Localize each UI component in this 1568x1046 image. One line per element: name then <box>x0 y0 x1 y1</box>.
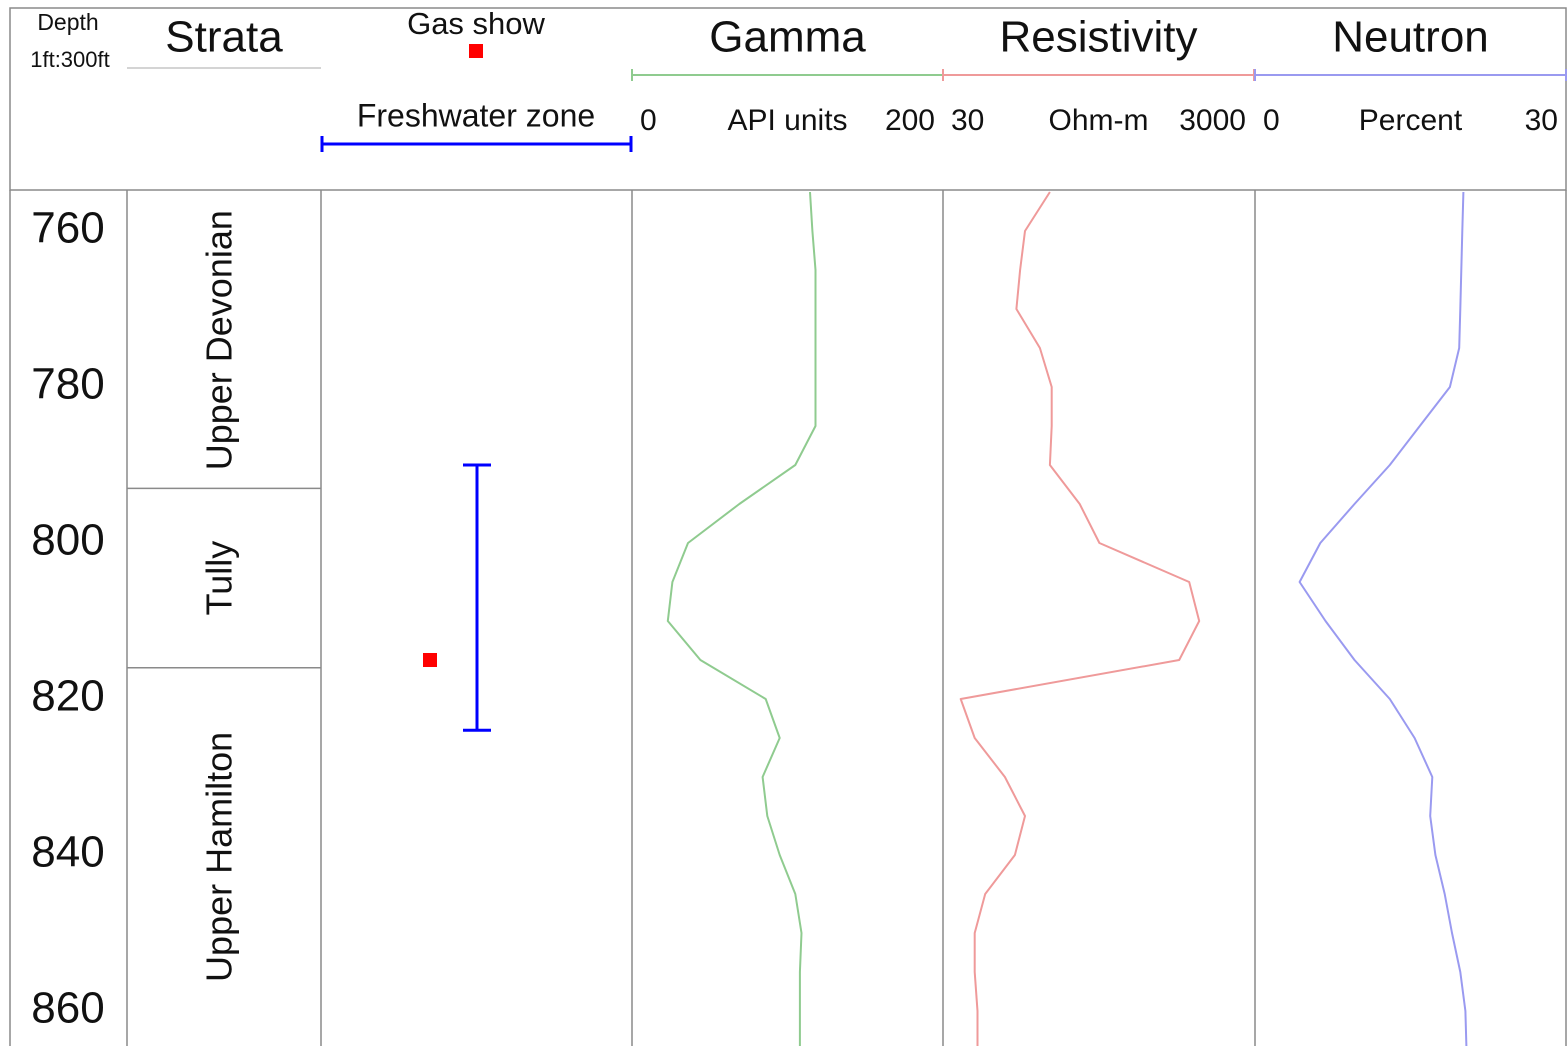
gas-show-legend <box>469 44 483 58</box>
log-curve <box>666 191 817 1046</box>
track-tick-label: 0 <box>640 104 657 137</box>
log-curve <box>1298 191 1468 1046</box>
track-tick-label: 30 <box>1525 104 1558 137</box>
freshwater-zone <box>463 463 491 732</box>
track-title: Resistivity <box>999 13 1197 62</box>
log-body: 760 780 800 820 840 860 Upper Devonian Tully Upp… <box>31 191 1468 1046</box>
strata-label: Strata <box>165 13 283 62</box>
log-curve <box>959 191 1201 1046</box>
depth-tick-label: 860 <box>31 984 104 1033</box>
track-title: Gamma <box>709 13 866 62</box>
scale-label: 1ft:300ft <box>30 47 110 72</box>
track-tick-label: 3000 <box>1179 104 1246 137</box>
track-unit: API units <box>727 104 847 137</box>
depth-tick-label: 800 <box>31 516 104 565</box>
freshwater-label: Freshwater zone <box>357 97 595 133</box>
track-unit: Ohm-m <box>1049 104 1149 137</box>
track-unit: Percent <box>1359 104 1463 137</box>
track-title: Neutron <box>1332 13 1489 62</box>
strata-name: Upper Hamilton <box>199 732 240 982</box>
track-tick-label: 0 <box>1263 104 1280 137</box>
depth-tick-label: 820 <box>31 672 104 721</box>
track-tick-label: 200 <box>885 104 935 137</box>
depth-tick-label: 840 <box>31 828 104 877</box>
strata-name: Upper Devonian <box>199 210 240 470</box>
depth-tick-label: 780 <box>31 360 104 409</box>
gas-show-label: Gas show <box>407 6 545 41</box>
gas-show-marker <box>423 653 437 667</box>
strata-name: Tully <box>199 541 240 616</box>
track-tick-label: 30 <box>951 104 984 137</box>
depth-label: Depth <box>37 9 98 35</box>
header-frame <box>9 7 1567 191</box>
depth-tick-label: 760 <box>31 204 104 253</box>
